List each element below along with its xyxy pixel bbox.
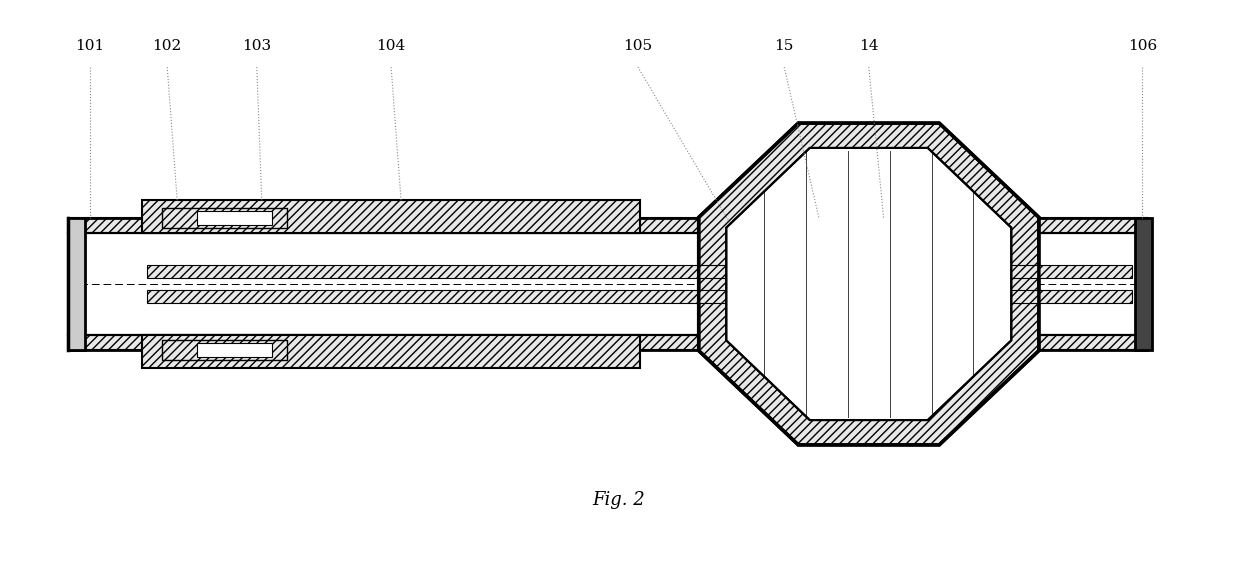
Text: 105: 105 [623, 39, 653, 53]
Bar [162, 208, 286, 228]
Text: 104: 104 [377, 39, 405, 53]
Text: 15: 15 [774, 39, 794, 53]
Bar [68, 218, 84, 350]
Bar [68, 335, 1147, 350]
Polygon shape [726, 148, 1011, 420]
Bar [142, 201, 639, 233]
Text: 106: 106 [1127, 39, 1157, 53]
Bar [68, 218, 1147, 233]
Bar [147, 290, 1132, 303]
Bar [68, 233, 1147, 335]
Bar [1135, 218, 1152, 350]
Text: 102: 102 [152, 39, 182, 53]
Text: 14: 14 [859, 39, 878, 53]
Bar [197, 211, 271, 225]
Polygon shape [699, 123, 1038, 445]
Bar [162, 340, 286, 360]
Text: 103: 103 [242, 39, 271, 53]
Text: Fig. 2: Fig. 2 [592, 491, 646, 509]
Bar [147, 265, 1132, 278]
Bar [142, 335, 639, 367]
Bar [197, 343, 271, 357]
Text: 101: 101 [76, 39, 104, 53]
